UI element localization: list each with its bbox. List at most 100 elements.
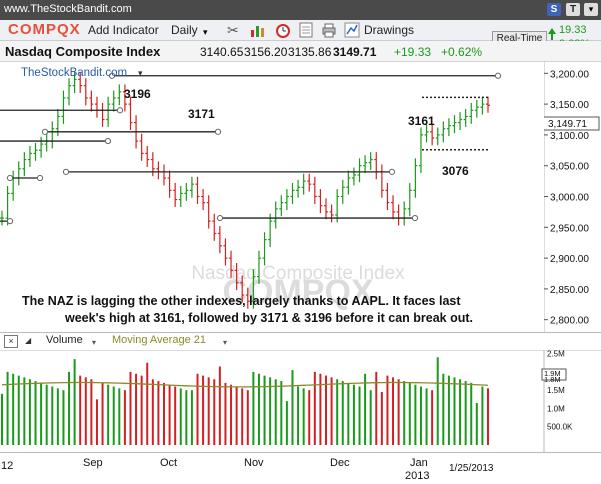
price-bar [363,155,368,174]
line-handle [6,174,14,182]
line-handle [6,218,14,225]
price-bar [111,90,116,112]
price-bar [452,115,457,134]
price-bar [413,158,418,198]
drawings-icon[interactable] [344,22,360,38]
price-bar [351,167,356,186]
volume-header [0,332,601,351]
volume-menu-icon[interactable]: ▾ [92,338,97,347]
line-handle [41,128,49,135]
price-bar [229,250,234,278]
price-bar [173,182,178,207]
price-bar [441,121,446,143]
price-bar [16,161,21,186]
change-points: 19.33 [559,24,587,36]
price-bar [458,112,463,130]
price-bar [27,145,32,167]
ma-menu-icon[interactable]: ▾ [223,338,228,347]
bar-chart-icon[interactable] [250,23,266,38]
price-scale: 3,200.00 3,150.00 3,100.00 3,050.00 3,000.00… [544,61,600,332]
price-bar [94,96,99,118]
drawings-button[interactable]: Drawings [364,23,415,37]
line-handle [62,168,70,175]
volume-current-2: 1.8M [544,375,561,384]
price-bar [189,176,194,198]
price-bar [284,189,289,211]
price-chart[interactable]: COMPQX Nasdaq Composite Index 3196 3171 … [0,61,544,332]
x-tick-sep: Sep [83,457,103,469]
level-label-3171: 3171 [188,107,215,121]
y-tick-label: 2,850.00 [550,285,589,296]
price-bar [430,124,435,146]
volume-current-box [541,368,567,381]
price-bar [100,102,105,127]
annotation-line-2: week's high at 3161, followed by 3171 & … [64,311,473,325]
price-bar [251,269,256,309]
price-bar [307,173,312,192]
site-url[interactable]: www.TheStockBandit.com [4,3,132,15]
close-icon[interactable]: × [4,335,18,348]
line-handle [108,72,116,79]
price-bar [178,186,183,207]
x-tick-12: 12 [1,460,14,472]
price-bar [145,145,150,167]
price-bar [312,176,317,204]
price-bar [33,142,38,161]
notes-icon[interactable] [299,22,314,38]
price-bar [162,164,166,186]
price-bar [402,201,407,226]
price-bar [335,189,340,223]
price-bar [435,127,440,146]
price-bar [117,84,122,106]
period-dropdown-icon[interactable]: ▾ [203,27,208,37]
price-bar [385,182,390,211]
price-bar [340,179,345,204]
s-logo-icon[interactable]: S [547,3,561,16]
price-bar [106,96,111,127]
wrench-icon[interactable]: ✂ [227,22,239,38]
dropdown-icon[interactable]: ▾ [584,3,598,16]
price-bar [407,182,412,217]
y-tick-label: 3,100.00 [550,131,589,142]
price-bar [256,250,261,284]
print-icon[interactable] [321,22,337,38]
y-tick-label: 2,800.00 [550,316,589,327]
volume-tick-label: 500.0K [547,423,573,432]
price-bar [11,170,16,201]
volume-ma-line [1,381,489,388]
line-handle [216,214,224,222]
y-tick-label: 3,200.00 [550,69,589,80]
price-bar [156,161,161,180]
price-bar [463,109,468,127]
alarm-clock-icon[interactable] [275,22,291,38]
price-bar [446,118,451,137]
t-menu-icon[interactable]: T [566,3,580,16]
price-bar [318,189,323,214]
price-bar [184,182,189,201]
open-price: 3140.65 [200,45,244,59]
price-bar [368,152,373,171]
line-handle [388,168,396,175]
period-select[interactable]: Daily [171,23,198,37]
price-bar [240,275,245,303]
source-marker-icon [4,64,14,74]
add-indicator-button[interactable]: Add Indicator [88,23,159,37]
price-bar [201,189,206,211]
symbol-label[interactable]: COMPQX [8,21,81,38]
price-bar [89,90,94,112]
price-bar [346,170,351,195]
price-bar [290,182,295,204]
time-axis [0,452,601,484]
price-bar [128,96,133,130]
price-bar [39,136,44,158]
price-bar [245,287,250,309]
close-price: 3149.71 [333,45,377,59]
volume-label: Volume [46,334,83,346]
line-handle [214,128,222,135]
line-handle [411,214,419,222]
price-bar [329,204,334,223]
line-handle [116,107,124,114]
price-bar [150,152,155,177]
price-bar [379,164,384,198]
